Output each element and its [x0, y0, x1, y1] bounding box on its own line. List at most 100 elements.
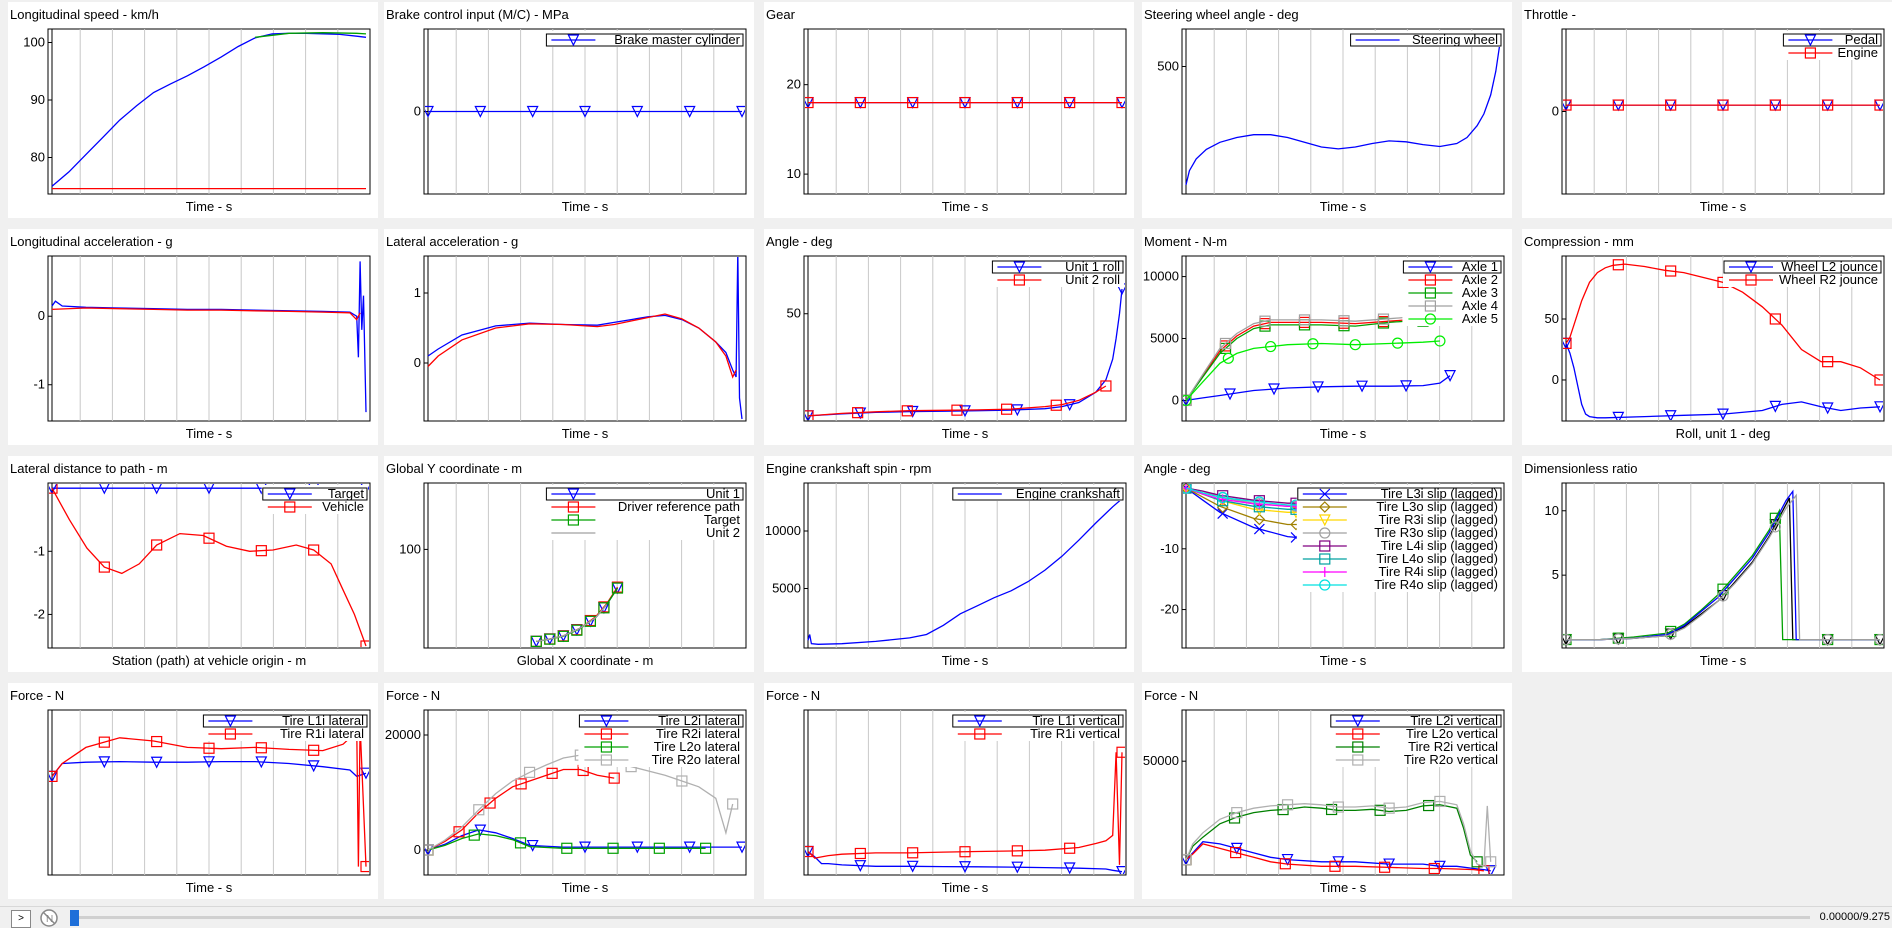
legend-marker: [1318, 514, 1331, 527]
legend: Steering wheel: [1349, 31, 1502, 47]
data-point-marker: [1563, 99, 1572, 111]
data-point-marker: [1231, 807, 1243, 819]
stop-icon[interactable]: N: [38, 908, 60, 928]
legend-marker: [1424, 300, 1436, 312]
chart-panel[interactable]: Steering wheel angle - deg 500 Steering wh…: [1142, 2, 1512, 218]
data-point-marker: [49, 770, 58, 783]
x-axis-label: Time - s: [186, 199, 233, 214]
legend: Brake master cylinder: [545, 31, 744, 47]
legend-marker: [1013, 274, 1025, 286]
series-line: [51, 724, 367, 867]
legend: Engine crankshaft: [951, 485, 1124, 501]
legend-label: Wheel R2 jounce: [1779, 272, 1878, 287]
y-axis-label: Compression - mm: [1524, 234, 1634, 249]
chart-panel[interactable]: Angle - deg 50 Unit 1 roll Unit 2 roll Time …: [764, 229, 1134, 445]
data-point-marker: [1664, 410, 1677, 420]
data-point-marker: [1219, 337, 1232, 350]
time-slider-thumb[interactable]: [70, 910, 79, 926]
legend-marker: [284, 501, 296, 513]
legend-marker: [1319, 488, 1331, 500]
data-point-marker: [1717, 99, 1729, 111]
data-point-marker: [544, 633, 556, 645]
data-point-marker: [1230, 842, 1243, 855]
data-point-marker: [631, 841, 644, 854]
series-line: [427, 768, 615, 851]
chart-svg: Longitudinal speed - km/h 80 90 100 Time - s…: [10, 7, 371, 214]
legend-label: Engine crankshaft: [1016, 486, 1120, 501]
time-slider-track[interactable]: [70, 916, 1810, 919]
y-tick-label: 100: [399, 541, 421, 556]
chart-panel[interactable]: Compression - mm 50 0 Wheel L2 jounce Wheel …: [1522, 229, 1892, 445]
data-point-marker: [360, 860, 369, 873]
legend-label: Tire L2o lateral: [654, 739, 740, 754]
data-point-marker: [1444, 370, 1457, 382]
legend-entry-box: [1782, 33, 1882, 47]
legend-entry-box: [952, 487, 1124, 501]
legend-entry-box: [545, 487, 744, 501]
legend-marker: [1352, 754, 1364, 766]
y-axis-label: Global Y coordinate - m: [386, 461, 522, 476]
legend-label: Tire R4o slip (lagged): [1374, 577, 1498, 592]
legend-label: Tire R2o vertical: [1404, 752, 1498, 767]
chart-panel[interactable]: Longitudinal speed - km/h 80 90 100 Time - s…: [8, 2, 378, 218]
data-point-marker: [1717, 408, 1729, 420]
data-point-marker: [473, 804, 485, 816]
x-axis-label: Time - s: [1320, 880, 1367, 895]
chart-panel[interactable]: Force - N Tire L1i lateral Tire R1i latera…: [8, 683, 378, 899]
data-point-marker: [1253, 496, 1265, 508]
data-point-marker: [360, 640, 369, 647]
legend-entry-box: [1350, 33, 1502, 47]
chart-panel[interactable]: Force - N 50000 Tire L2i vertical Tire L2o …: [1142, 683, 1512, 899]
data-point-marker: [1222, 352, 1234, 364]
series-line: [1185, 42, 1501, 186]
series-line: [1185, 340, 1440, 401]
legend-label: Wheel L2 jounce: [1781, 259, 1878, 274]
data-point-marker: [1116, 96, 1125, 109]
data-point-marker: [1822, 99, 1834, 111]
y-tick-label: -1: [33, 543, 45, 558]
data-point-marker: [1011, 845, 1023, 857]
legend-marker: [974, 728, 986, 740]
chart-panel[interactable]: Brake control input (M/C) - MPa 0 Brake ma…: [384, 2, 754, 218]
chart-panel[interactable]: Angle - deg -10 -20 Tire L3i slip (lagged) T…: [1142, 456, 1512, 672]
data-point-marker: [1379, 861, 1391, 873]
chart-panel[interactable]: Moment - N-m 10000 5000 0 Axle 1 Axle 2 Axle 3…: [1142, 229, 1512, 445]
legend-label: Tire L4o slip (lagged): [1376, 551, 1498, 566]
data-point-marker: [907, 847, 919, 859]
data-point-marker: [1874, 633, 1883, 646]
legend-label: Driver reference path: [618, 499, 740, 514]
data-point-marker: [526, 839, 539, 852]
data-point-marker: [1821, 402, 1834, 415]
legend-entry-box: [1402, 260, 1502, 274]
legend-label: Tire R2i lateral: [656, 726, 740, 741]
chart-panel[interactable]: Engine crankshaft spin - rpm 10000 5000 Eng…: [764, 456, 1134, 672]
chart-panel[interactable]: Longitudinal acceleration - g 0 -1 Time - s…: [8, 229, 378, 445]
data-point-marker: [308, 744, 320, 756]
chart-panel[interactable]: Force - N Tire L1i vertical Tire R1i verti…: [764, 683, 1134, 899]
chart-panel[interactable]: Force - N 20000 0 Tire L2i lateral Tire R2i …: [384, 683, 754, 899]
data-point-marker: [1100, 380, 1112, 392]
data-point-marker: [1665, 265, 1677, 277]
chart-panel[interactable]: Lateral distance to path - m -1 -2 Target Ve…: [8, 456, 378, 672]
chart-panel[interactable]: Global Y coordinate - m 100 Unit 1 Driver r…: [384, 456, 754, 672]
series-line: [1185, 375, 1451, 402]
data-point-marker: [631, 105, 644, 118]
legend-label: Tire L1i vertical: [1032, 713, 1120, 728]
legend-label: Axle 1: [1462, 259, 1498, 274]
data-point-marker: [49, 484, 58, 495]
series-line: [807, 752, 1123, 865]
chart-svg: Longitudinal acceleration - g 0 -1 Time - s…: [10, 234, 371, 441]
data-point-marker: [959, 846, 971, 858]
legend-marker: [1319, 579, 1331, 591]
play-button[interactable]: >: [11, 910, 31, 928]
data-point-marker: [1338, 315, 1350, 327]
data-point-marker: [959, 96, 971, 109]
data-point-marker: [1377, 313, 1390, 325]
y-tick-label: 0: [1172, 392, 1179, 407]
y-axis-label: Throttle -: [1524, 7, 1576, 22]
